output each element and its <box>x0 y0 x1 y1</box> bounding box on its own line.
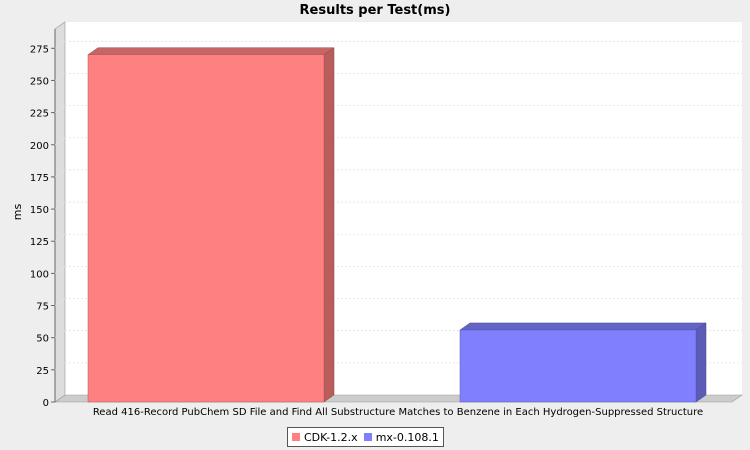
y-tick-label-50: 50 <box>36 334 49 345</box>
bar-front-CDK-1.2.x <box>87 54 325 403</box>
y-tick-label-250: 250 <box>30 76 49 87</box>
grid-line-side-100 <box>54 266 66 274</box>
grid-line-side-175 <box>54 169 66 178</box>
y-tick-label-75: 75 <box>36 302 49 313</box>
bar-top-CDK-1.2.x <box>87 47 335 55</box>
legend-item-mx: mx-0.108.1 <box>363 430 439 444</box>
legend-item-cdk: CDK-1.2.x <box>292 431 358 444</box>
grid-line-side-150 <box>54 201 66 210</box>
y-tick-label-0: 0 <box>43 398 49 409</box>
y-tick-label-225: 225 <box>30 109 49 120</box>
y-tick-label-100: 100 <box>30 269 49 280</box>
bar-side-mx-0.108.1 <box>695 322 707 403</box>
grid-line-side-225 <box>54 105 66 113</box>
category-label: Read 416-Record PubChem SD File and Find… <box>93 407 703 418</box>
bar-CDK-1.2.x <box>87 47 335 403</box>
y-tick-label-200: 200 <box>30 141 49 152</box>
y-tick-label-150: 150 <box>30 205 49 216</box>
bars <box>87 47 707 403</box>
grid-line-side-200 <box>54 137 66 146</box>
legend-swatch-cdk <box>292 433 300 441</box>
y-tick-label-275: 275 <box>30 44 49 55</box>
grid-line-side-75 <box>54 298 66 306</box>
grid-line-side-125 <box>54 233 66 242</box>
legend-label-cdk: CDK-1.2.x <box>304 430 358 444</box>
y-axis-label: ms <box>11 204 24 221</box>
legend-swatch-mx <box>363 433 372 441</box>
chart-title: Results per Test(ms) <box>300 3 451 18</box>
bar-top-mx-0.108.1 <box>459 322 707 331</box>
y-tick-label-125: 125 <box>30 237 49 248</box>
legend-label-mx: mx-0.108.1 <box>375 430 439 444</box>
y-tick-label-25: 25 <box>36 366 49 377</box>
grid-line-side-250 <box>54 73 66 81</box>
bar-front-mx-0.108.1 <box>459 329 697 403</box>
legend: CDK-1.2.x mx-0.108.1 <box>287 427 444 447</box>
bar-side-CDK-1.2.x <box>323 47 335 403</box>
grid-line-side-275 <box>54 40 66 49</box>
y-tick-label-175: 175 <box>30 173 49 184</box>
grid-line-side-25 <box>54 362 66 371</box>
bar-mx-0.108.1 <box>459 322 707 403</box>
grid-line-side-50 <box>54 330 66 339</box>
y-axis: 0 25 50 75 100 125 150 175 200 225 250 275 <box>30 44 55 409</box>
